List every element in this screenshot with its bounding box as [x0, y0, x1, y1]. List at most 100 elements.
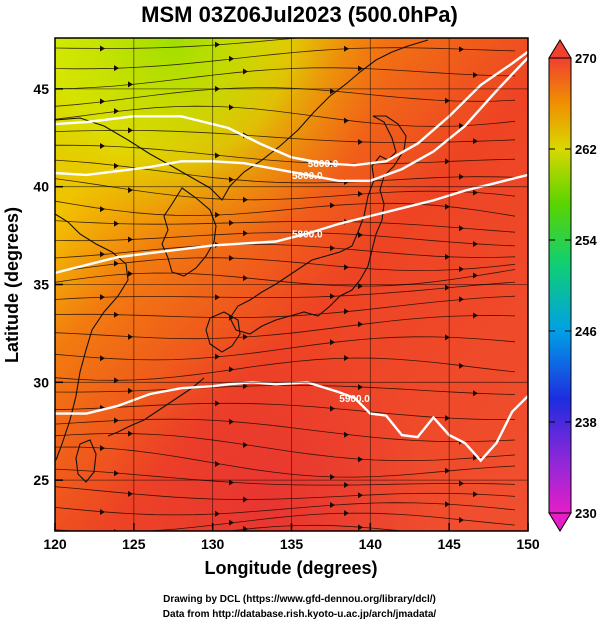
y-tick-label: 35 — [33, 277, 49, 293]
y-tick-label: 25 — [33, 472, 49, 488]
streamline-arrow — [344, 117, 349, 124]
streamline-arrow — [100, 445, 105, 452]
streamline-arrow — [114, 260, 119, 267]
streamline-arrow — [459, 225, 464, 232]
contour-label: 5800.0 — [292, 230, 323, 241]
streamline — [55, 129, 516, 143]
credit-data: Data from http://database.rish.kyoto-u.a… — [162, 609, 437, 620]
streamline-arrow — [114, 377, 119, 384]
streamline-arrow — [114, 162, 119, 169]
streamline-arrow — [100, 98, 105, 105]
contour-label: 5900.0 — [339, 394, 370, 405]
coastline-japan — [229, 115, 407, 335]
streamline — [55, 178, 516, 201]
streamline-arrow — [344, 264, 349, 271]
streamline-arrow — [459, 362, 464, 369]
streamline-arrow — [330, 501, 335, 508]
streamline-arrow — [330, 245, 335, 252]
colorbar-tick-label: 230 — [575, 506, 597, 521]
colorbar: 230 238 246 254 262 270 — [548, 39, 597, 532]
streamline-arrow — [114, 417, 119, 424]
grid — [55, 38, 528, 531]
streamline — [55, 144, 516, 165]
streamline — [55, 243, 516, 259]
wind-streamlines — [55, 26, 516, 542]
streamline — [55, 384, 516, 395]
x-tick-label: 125 — [122, 536, 146, 552]
colorbar-ticks: 230 238 246 254 262 270 — [549, 51, 597, 521]
contour-label: 5800.0 — [292, 171, 323, 182]
streamline-arrow — [445, 158, 450, 165]
streamline-arrow — [473, 390, 478, 397]
x-tick-label: 130 — [201, 536, 225, 552]
y-tick-label: 40 — [33, 179, 49, 195]
streamline-arrow — [215, 294, 220, 301]
x-tick-label: 135 — [280, 536, 304, 552]
streamline-arrow — [215, 510, 220, 517]
streamline-arrow — [128, 270, 133, 277]
streamline-arrow — [215, 152, 220, 159]
streamline-arrow — [344, 482, 349, 489]
streamline-arrow — [445, 97, 450, 104]
colorbar-tick-label: 270 — [575, 51, 597, 66]
streamline — [55, 281, 516, 303]
streamline-arrow — [459, 173, 464, 180]
streamline-arrow — [445, 334, 450, 341]
streamline-arrow — [128, 236, 133, 243]
y-tick-label: 30 — [33, 374, 49, 390]
streamline — [55, 38, 302, 49]
streamline-arrow — [114, 311, 119, 318]
contour-label: 5600.0 — [308, 159, 339, 170]
streamline-arrow — [459, 266, 464, 273]
streamline-arrow — [330, 339, 335, 346]
coastline-china — [55, 213, 129, 461]
streamline-arrow — [445, 26, 450, 32]
x-tick-label: 145 — [437, 536, 461, 552]
streamline-arrow — [128, 187, 133, 194]
streamline-arrow — [445, 253, 450, 260]
streamline-arrow — [473, 272, 478, 279]
streamline — [55, 67, 516, 90]
streamline-arrow — [229, 104, 234, 111]
streamline-arrow — [459, 296, 464, 303]
streamline-arrow — [128, 333, 133, 340]
height-contour — [55, 381, 528, 463]
streamline — [55, 269, 516, 287]
streamline-arrow — [215, 353, 220, 360]
x-axis-label: Longitude (degrees) — [204, 558, 377, 578]
streamline-arrow — [344, 308, 349, 315]
streamline — [55, 512, 516, 531]
streamline-arrow — [473, 138, 478, 145]
streamline-arrow — [473, 536, 478, 542]
x-tick-label: 140 — [359, 536, 383, 552]
height-contour — [55, 50, 528, 167]
streamline-arrow — [344, 45, 349, 52]
coastline-taiwan — [75, 439, 97, 483]
colorbar-tick-label: 246 — [575, 324, 597, 339]
streamline-arrow — [445, 284, 450, 291]
streamline-arrow — [229, 418, 234, 425]
streamline-arrow — [229, 55, 234, 62]
colorbar-tick-label: 254 — [575, 233, 597, 248]
colorbar-body — [548, 57, 572, 514]
coastline-kyushu — [205, 311, 241, 353]
streamline-arrow — [114, 108, 119, 115]
streamline — [55, 87, 516, 107]
streamline-arrow — [445, 415, 450, 422]
streamline-arrow — [128, 430, 133, 437]
streamline-arrow — [243, 525, 248, 531]
streamline-arrow — [215, 460, 220, 467]
streamline-arrow — [100, 45, 105, 52]
streamline-arrow — [473, 454, 478, 461]
colorbar-tick-label: 238 — [575, 415, 597, 430]
credit-drawing: Drawing by DCL (https://www.gfd-dennou.o… — [163, 594, 436, 605]
streamline-arrow — [243, 442, 248, 449]
streamline-arrow — [215, 211, 220, 218]
streamline — [55, 232, 516, 247]
coastline-ryukyu — [107, 377, 205, 437]
x-tick-label: 150 — [516, 536, 540, 552]
streamline-arrow — [445, 501, 450, 508]
streamline — [55, 200, 516, 217]
streamline-arrow — [459, 122, 464, 129]
streamline-arrow — [243, 383, 248, 390]
